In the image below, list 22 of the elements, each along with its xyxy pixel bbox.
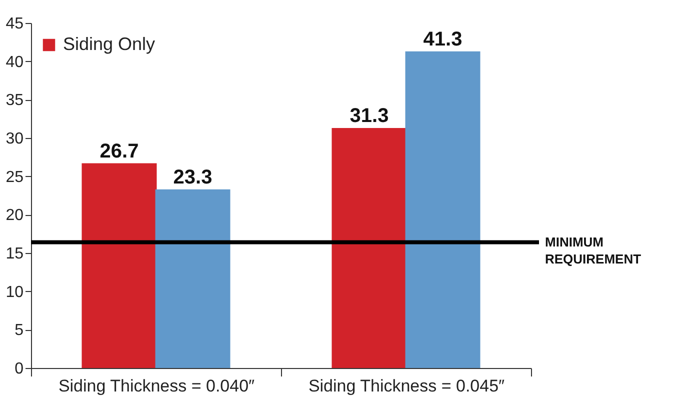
y-tick-label: 0 [14,360,24,378]
bar [155,189,230,368]
y-tick-label: 15 [6,246,24,262]
x-tick-label: Siding Thickness = 0.040″ [58,376,255,396]
y-tick-label: 35 [6,92,24,110]
data-label: 41.3 [423,28,462,50]
data-label: 31.3 [350,105,389,128]
y-tick-label: 10 [6,284,24,301]
x-tick-label: Siding Thickness = 0.045″ [308,376,505,396]
y-tick-label: 30 [6,130,24,148]
bar [332,128,407,368]
legend-label: Siding Only [63,34,156,54]
bar [82,163,157,368]
data-label: 26.7 [100,140,139,162]
y-tick-label: 20 [6,207,24,224]
y-tick-label: 40 [6,54,24,71]
ref-line-label: MINIMUM REQUIREMENT [545,234,642,266]
y-tick-label: 45 [6,16,24,32]
y-tick-label: 5 [14,322,24,340]
y-tick-label: 25 [6,168,24,186]
bar [405,51,480,368]
data-label: 23.3 [173,166,212,188]
